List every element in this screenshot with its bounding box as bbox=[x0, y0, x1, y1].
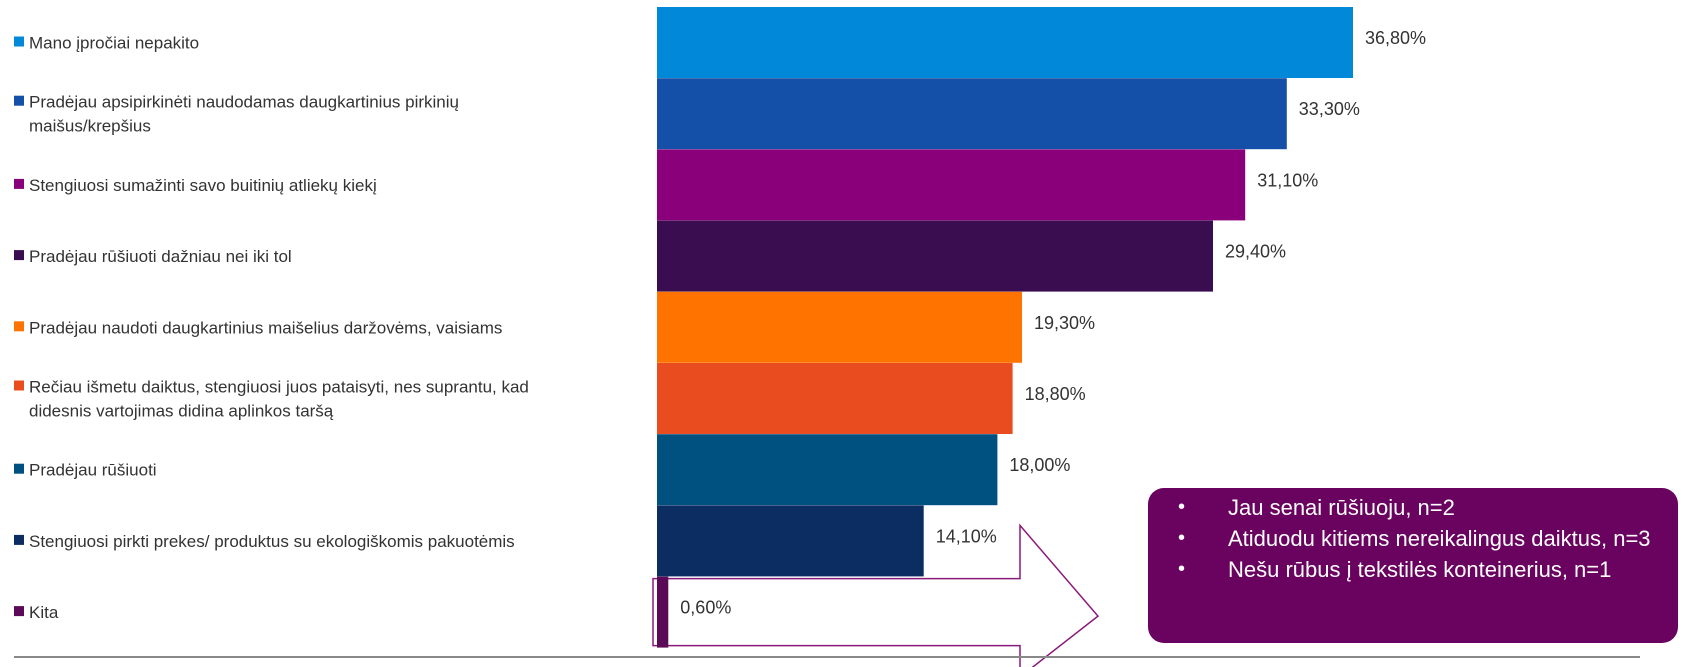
callout-list: Jau senai rūšiuoju, n=2 Atiduodu kitiems… bbox=[1164, 492, 1662, 585]
other-answers-callout: Jau senai rūšiuoju, n=2 Atiduodu kitiems… bbox=[1148, 488, 1678, 643]
callout-item: Nešu rūbus į tekstilės konteinerius, n=1 bbox=[1164, 554, 1662, 585]
legend-swatch bbox=[14, 95, 24, 106]
category-label: Rečiau išmetu daiktus, stengiuosi juos p… bbox=[29, 378, 529, 397]
bar bbox=[657, 291, 1022, 363]
arrow-layer bbox=[652, 523, 1100, 667]
bar bbox=[657, 434, 998, 506]
legend-swatch bbox=[14, 606, 24, 617]
category-label: didesnis vartojimas didina aplinkos tarš… bbox=[29, 402, 334, 421]
value-label: 29,40% bbox=[1225, 242, 1286, 262]
value-label: 36,80% bbox=[1365, 28, 1426, 48]
callout-arrow bbox=[652, 523, 1100, 667]
legend-swatch bbox=[14, 534, 24, 545]
legend-swatch bbox=[14, 250, 24, 261]
value-label: 19,30% bbox=[1034, 313, 1095, 333]
labels-layer: 36,80% Mano įpročiai nepakito 33,30% Pradėj… bbox=[14, 28, 1426, 622]
callout-item: Jau senai rūšiuoju, n=2 bbox=[1164, 492, 1662, 523]
category-label: Pradėjau rūšiuoti bbox=[29, 461, 157, 480]
bar bbox=[657, 149, 1246, 221]
bar bbox=[657, 505, 924, 577]
bar bbox=[657, 220, 1213, 292]
callout-item: Atiduodu kitiems nereikalingus daiktus, … bbox=[1164, 523, 1662, 554]
legend-swatch bbox=[14, 321, 24, 332]
value-label: 33,30% bbox=[1299, 99, 1360, 119]
category-label: maišus/krepšius bbox=[29, 117, 151, 136]
legend-swatch bbox=[14, 463, 24, 474]
value-label: 18,80% bbox=[1025, 384, 1086, 404]
bar bbox=[657, 363, 1013, 434]
category-label: Stengiuosi sumažinti savo buitinių atlie… bbox=[29, 176, 377, 195]
category-label: Pradėjau rūšiuoti dažniau nei iki tol bbox=[29, 247, 292, 266]
category-label: Kita bbox=[29, 603, 59, 622]
value-label: 18,00% bbox=[1009, 455, 1070, 475]
legend-swatch bbox=[14, 178, 24, 189]
bar bbox=[657, 576, 669, 648]
value-label: 14,10% bbox=[936, 526, 997, 546]
legend-swatch bbox=[14, 36, 24, 47]
category-label: Pradėjau apsipirkinėti naudodamas daugka… bbox=[29, 93, 459, 112]
category-label: Mano įpročiai nepakito bbox=[29, 34, 199, 53]
legend-swatch bbox=[14, 380, 24, 391]
category-label: Stengiuosi pirkti prekes/ produktus su e… bbox=[29, 532, 515, 551]
category-label: Pradėjau naudoti daugkartinius maišelius… bbox=[29, 318, 502, 337]
value-label: 31,10% bbox=[1257, 170, 1318, 190]
value-label: 0,60% bbox=[680, 598, 731, 618]
bars-layer bbox=[657, 7, 1353, 648]
bar bbox=[657, 7, 1353, 78]
bar bbox=[657, 78, 1287, 150]
